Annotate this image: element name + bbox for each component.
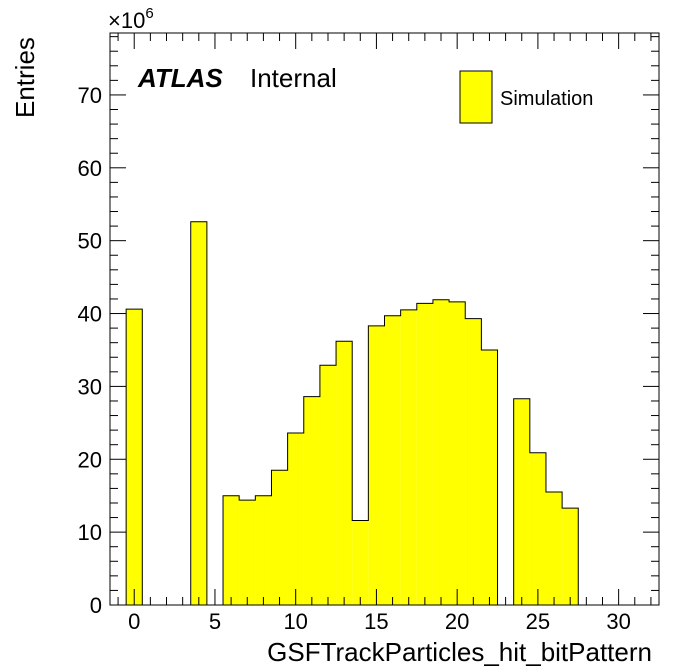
x-tick-label: 25: [526, 609, 550, 634]
histogram-bar: [529, 452, 546, 605]
histogram-bar: [368, 325, 385, 605]
y-tick-label: 50: [78, 229, 102, 254]
histogram-bar: [432, 299, 450, 605]
histogram-bar: [287, 433, 304, 605]
histogram-bar: [271, 470, 288, 605]
legend-label: Simulation: [500, 88, 593, 110]
x-tick-label: 30: [606, 609, 630, 634]
x-tick-label: 5: [209, 609, 221, 634]
x-tick-label: 10: [283, 609, 307, 634]
histogram-bar: [465, 318, 482, 605]
x-tick-label: 0: [128, 609, 140, 634]
axes-box: [109, 32, 660, 606]
y-tick-label: 0: [90, 593, 102, 618]
histogram-bar: [239, 500, 256, 605]
x-axis-title: GSFTrackParticles_hit_bitPattern: [267, 637, 652, 667]
y-tick-label: 40: [78, 302, 102, 327]
histogram-bar: [223, 495, 240, 605]
histogram-bar: [336, 341, 353, 605]
histogram-bar: [190, 221, 207, 605]
legend: Simulation: [459, 70, 593, 124]
y-axis-multiplier: ×106: [108, 5, 154, 33]
histogram-bar: [255, 495, 272, 605]
plot-frame: [109, 32, 660, 606]
histogram-bar: [319, 365, 337, 605]
x-tick-label: 15: [364, 609, 388, 634]
internal-label: Internal: [250, 63, 337, 93]
atlas-label: ATLAS: [137, 63, 223, 93]
histogram-bar: [126, 309, 143, 605]
y-tick-label: 10: [78, 520, 102, 545]
x-tick-label: 20: [445, 609, 469, 634]
histogram-bar: [562, 508, 579, 605]
y-tick-label: 20: [78, 447, 102, 472]
x-axis-ticks: 0 5 10 15 20 25 30: [117, 33, 652, 634]
histogram-bar: [384, 315, 401, 605]
y-axis-ticks: 0 10 20 30 40 50 60 70: [78, 36, 659, 618]
histogram-bar: [449, 301, 466, 605]
legend-swatch: [459, 70, 493, 124]
y-axis-title: Entries: [10, 37, 40, 118]
histogram-bar: [513, 398, 530, 605]
histogram-bar: [481, 349, 498, 605]
histogram-bars: [125, 221, 579, 606]
histogram-bar: [352, 520, 369, 605]
histogram-bar: [416, 303, 433, 605]
y-tick-label: 60: [78, 156, 102, 181]
y-tick-label: 70: [78, 83, 102, 108]
histogram-bar: [545, 492, 563, 605]
y-tick-label: 30: [78, 374, 102, 399]
histogram-bar: [303, 396, 320, 605]
histogram-bar: [400, 309, 417, 605]
